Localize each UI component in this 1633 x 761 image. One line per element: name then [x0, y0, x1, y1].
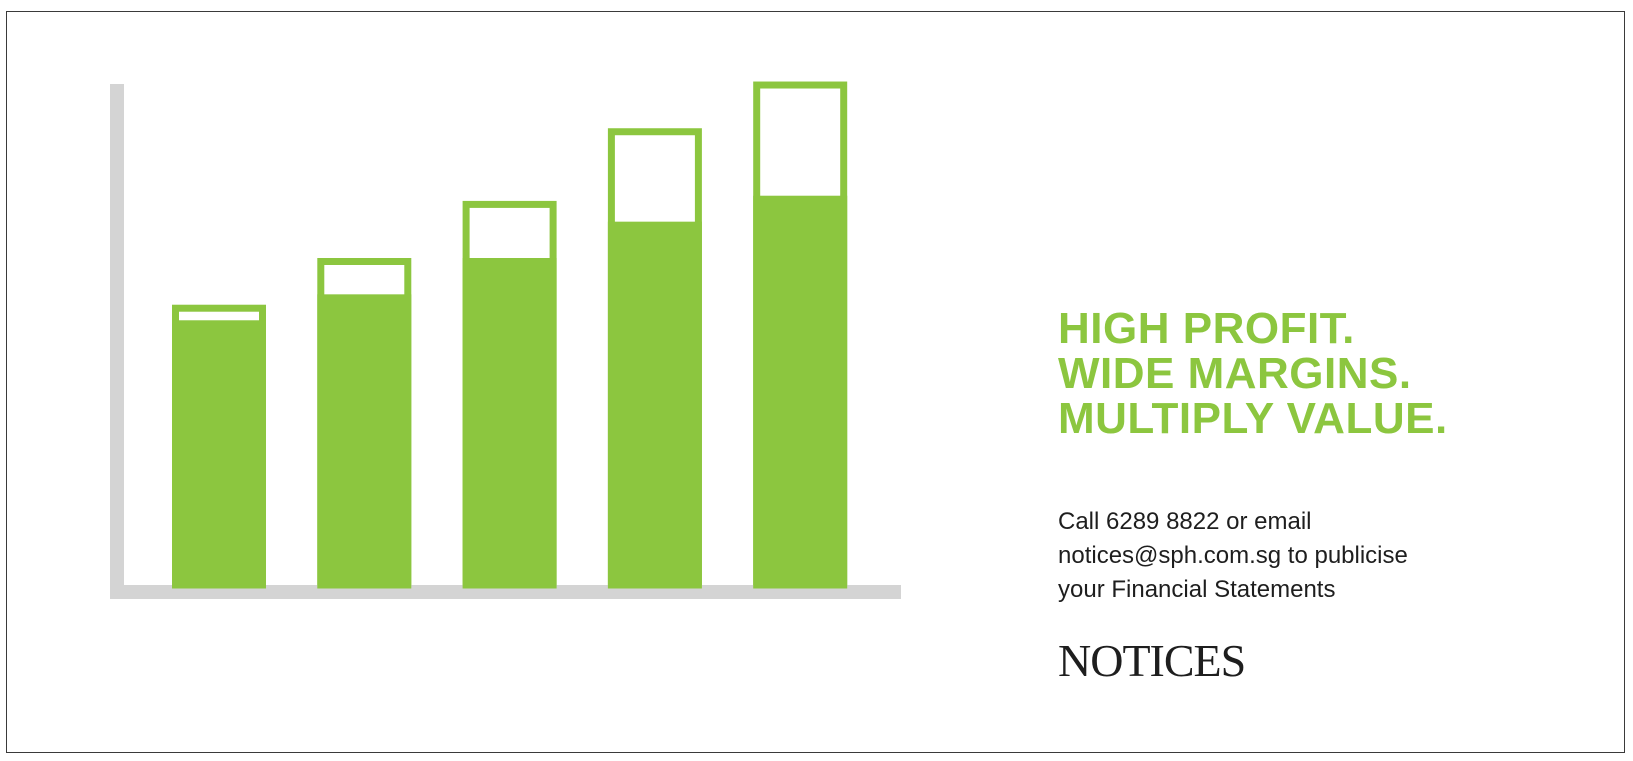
bars-group — [172, 81, 848, 589]
bar-fill-4 — [607, 221, 702, 585]
cta-line-1: Call 6289 8822 or email — [1058, 508, 1312, 535]
notices-logo: NOTICES — [1058, 635, 1246, 686]
headline: HIGH PROFIT. WIDE MARGINS. MULTIPLY VALU… — [1058, 306, 1448, 441]
call-to-action: Call 6289 8822 or email notices@sph.com.… — [1058, 505, 1578, 607]
bar-fill-3 — [462, 258, 557, 585]
headline-line-1: HIGH PROFIT. — [1058, 304, 1355, 353]
cta-line-3: your Financial Statements — [1058, 576, 1336, 603]
cta-line-2: notices@sph.com.sg to publicise — [1058, 542, 1408, 569]
y-axis — [110, 84, 124, 599]
bar-fill-2 — [317, 294, 412, 585]
headline-line-3: MULTIPLY VALUE. — [1058, 394, 1448, 443]
x-axis — [110, 585, 901, 599]
headline-line-2: WIDE MARGINS. — [1058, 349, 1412, 398]
bar-fill-1 — [172, 320, 266, 585]
bar-fill-5 — [753, 195, 848, 585]
